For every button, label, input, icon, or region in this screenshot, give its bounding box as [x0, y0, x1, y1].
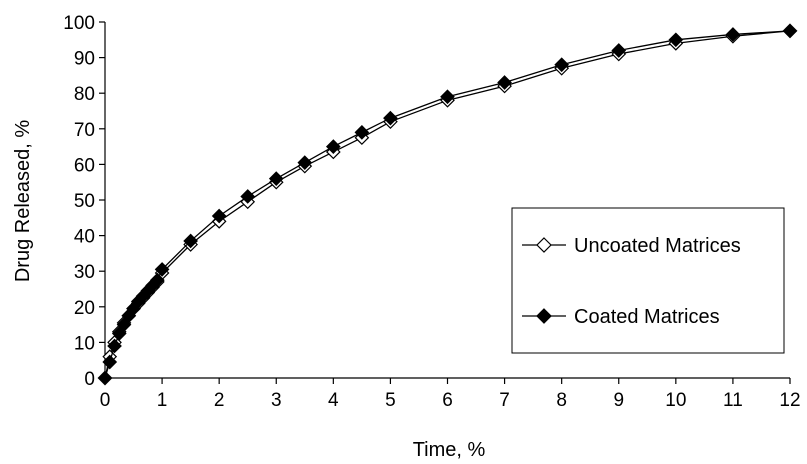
x-tick-label: 3: [271, 390, 282, 411]
data-point-coated: [440, 89, 455, 105]
y-tick-label: 80: [74, 84, 95, 105]
x-tick-label: 6: [442, 390, 453, 411]
x-axis-title: Time, %: [413, 439, 486, 461]
data-point-coated: [782, 23, 798, 39]
data-point-coated: [297, 155, 313, 170]
x-tick-label: 10: [665, 390, 686, 411]
data-point-coated: [554, 57, 570, 73]
legend: Uncoated Matrices Coated Matrices: [511, 207, 785, 354]
y-tick-label: 10: [74, 333, 95, 354]
legend-entry-uncoated: Uncoated Matrices: [522, 235, 741, 257]
data-point-coated: [354, 125, 370, 140]
data-point-coated: [183, 233, 198, 249]
data-point-coated: [383, 110, 398, 126]
x-tick-label: 4: [328, 390, 339, 411]
data-point-coated: [149, 272, 165, 288]
x-tick-label: 12: [779, 390, 800, 411]
x-axis-ticks: 0 1 2 3 4 5 6 7 8 9 10 11 12: [100, 378, 801, 411]
data-point-coated: [154, 262, 170, 277]
data-point-coated: [611, 43, 627, 58]
x-tick-label: 5: [385, 390, 396, 411]
legend-label-coated: Coated Matrices: [574, 306, 720, 328]
x-tick-label: 11: [723, 390, 743, 411]
y-tick-label: 20: [74, 298, 95, 319]
y-axis-ticks: 0 10 20 30 40 50 60 70 80 90 100: [63, 13, 105, 390]
data-point-coated: [325, 139, 341, 154]
y-tick-label: 0: [84, 369, 95, 390]
y-tick-label: 100: [63, 13, 95, 34]
y-tick-label: 50: [74, 191, 95, 212]
legend-box: [511, 207, 785, 354]
data-point-coated: [102, 354, 118, 370]
x-tick-label: 1: [157, 390, 168, 411]
x-tick-label: 7: [499, 390, 510, 411]
legend-marker-uncoated: [536, 237, 552, 253]
x-tick-label: 8: [556, 390, 567, 411]
data-point-coated: [211, 208, 227, 224]
data-point-coated: [240, 189, 256, 204]
legend-label-uncoated: Uncoated Matrices: [574, 235, 741, 257]
data-point-coated: [497, 75, 512, 90]
x-tick-label: 0: [100, 390, 111, 411]
data-point-coated: [97, 370, 113, 386]
data-point-coated: [268, 171, 284, 186]
y-tick-label: 30: [74, 262, 95, 283]
data-point-coated: [668, 32, 684, 48]
y-tick-label: 40: [74, 227, 95, 248]
y-tick-label: 60: [74, 155, 95, 176]
y-tick-label: 90: [74, 49, 95, 70]
y-tick-label: 70: [74, 120, 95, 141]
legend-entry-coated: Coated Matrices: [522, 306, 720, 328]
x-tick-label: 9: [613, 390, 624, 411]
x-tick-label: 2: [214, 390, 225, 411]
y-axis-title: Drug Released, %: [12, 120, 34, 283]
data-point-coated: [107, 338, 122, 354]
legend-marker-coated: [536, 308, 552, 324]
series-layer: [97, 23, 798, 386]
data-point-coated: [725, 27, 741, 42]
